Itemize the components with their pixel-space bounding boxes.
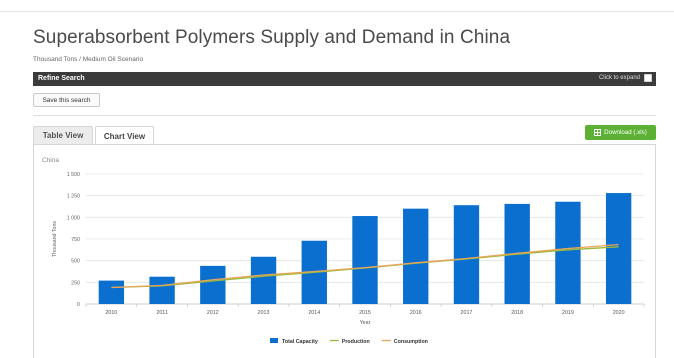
- x-tick-label: 2019: [562, 310, 574, 316]
- save-search-button[interactable]: Save this search: [33, 93, 100, 107]
- y-tick-label: 1 000: [67, 215, 80, 221]
- spreadsheet-icon: [594, 129, 602, 136]
- x-tick-label: 2011: [156, 310, 167, 316]
- bar-total-capacity: [149, 276, 175, 304]
- y-tick-label: 750: [71, 237, 80, 243]
- legend-label: Consumption: [394, 339, 428, 345]
- top-divider: [0, 11, 674, 12]
- chart-title: China: [42, 157, 59, 164]
- bar-total-capacity: [453, 205, 480, 304]
- line-consumption: [111, 243, 619, 289]
- expand-label: Click to expand: [598, 75, 640, 81]
- legend-label: Production: [342, 339, 370, 345]
- x-axis-label: Year: [360, 320, 371, 326]
- x-tick-label: 2020: [613, 310, 625, 316]
- bar-total-capacity: [98, 280, 125, 304]
- legend-swatch-total-capacity: [270, 338, 278, 343]
- y-tick-label: 1 250: [67, 194, 80, 200]
- x-tick-label: 2014: [308, 310, 320, 316]
- y-tick-label: 1 500: [67, 172, 80, 178]
- y-tick-label: 0: [77, 302, 80, 308]
- x-tick-label: 2013: [258, 310, 270, 316]
- chart-panel: China 0 250 500 750 1 000 1 250 1 500 Thousand T…: [33, 144, 656, 358]
- expand-toggle[interactable]: Click to expand: [599, 74, 652, 82]
- x-tick-label: 2018: [511, 310, 523, 316]
- y-axis-label: Thousand Tons: [52, 221, 58, 257]
- bar-total-capacity: [605, 193, 632, 304]
- page-subtitle: Thousand Tons / Medium Oil Scenario: [33, 56, 144, 63]
- section-divider: [33, 115, 656, 116]
- bar-total-capacity: [403, 208, 429, 304]
- bar-total-capacity: [555, 201, 581, 304]
- y-tick-label: 500: [71, 259, 80, 265]
- refine-search-label: Refine Search: [38, 75, 85, 82]
- tab-chart-view[interactable]: Chart View: [95, 126, 154, 145]
- download-xls-button[interactable]: Download (.xls): [585, 125, 656, 140]
- download-label: Download (.xls): [604, 129, 647, 136]
- x-tick-label: 2010: [105, 310, 117, 316]
- chart: China 0 250 500 750 1 000 1 250 1 500 Thousand T…: [42, 157, 645, 345]
- bar-total-capacity: [200, 265, 226, 304]
- x-tick-label: 2015: [359, 310, 371, 316]
- bar-total-capacity: [352, 216, 378, 304]
- expand-checkbox-icon[interactable]: [644, 74, 652, 82]
- x-tick-label: 2012: [207, 310, 219, 316]
- bar-total-capacity: [250, 256, 277, 304]
- refine-search-bar[interactable]: Refine Search Click to expand: [33, 72, 656, 86]
- y-tick-label: 250: [71, 280, 80, 286]
- x-tick-label: 2017: [461, 310, 473, 316]
- x-tick-label: 2016: [410, 310, 422, 316]
- page-title: Superabsorbent Polymers Supply and Deman…: [33, 27, 511, 48]
- tab-table-view[interactable]: Table View: [33, 126, 93, 144]
- legend-label: Total Capacity: [282, 339, 318, 345]
